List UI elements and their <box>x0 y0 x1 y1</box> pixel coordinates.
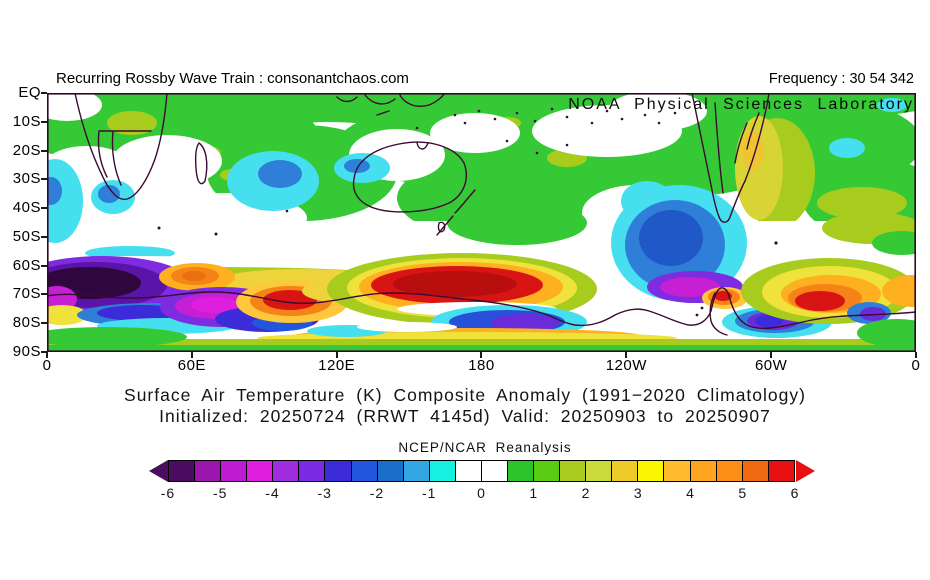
lon-tick-mark <box>770 352 773 358</box>
colorbar-cell <box>560 461 587 481</box>
colorbar-tick-label: 0 <box>477 485 486 501</box>
colorbar-tick-label: 6 <box>790 485 800 501</box>
lon-tick-mark <box>335 352 338 358</box>
colorbar-cell <box>169 461 196 481</box>
colorbar-cell <box>638 461 665 481</box>
lon-tick-label: 60W <box>754 357 788 374</box>
colorbar-cell <box>534 461 561 481</box>
lon-tick-mark <box>625 352 628 358</box>
colorbar-left-arrow <box>149 460 168 482</box>
lat-tick-mark <box>41 207 47 210</box>
lat-tick-mark <box>41 293 47 296</box>
lat-tick-label: 10S <box>12 112 41 130</box>
lon-tick-mark <box>190 352 193 358</box>
lon-tick-mark <box>914 352 917 358</box>
colorbar-cell <box>768 461 794 481</box>
colorbar-cell <box>299 461 326 481</box>
colorbar <box>168 460 795 482</box>
colorbar-cell <box>195 461 222 481</box>
colorbar-cell <box>325 461 352 481</box>
colorbar-tick-label: 1 <box>529 485 539 501</box>
colorbar-cell <box>455 461 482 481</box>
lat-tick-mark <box>41 178 47 181</box>
lon-tick-mark <box>46 352 48 358</box>
lon-tick-label: 0 <box>42 357 52 374</box>
lat-tick-label: 50S <box>12 227 41 245</box>
lat-tick-mark <box>41 235 47 238</box>
colorbar-right-arrow <box>796 460 815 482</box>
colorbar-tick-label: 3 <box>633 485 643 501</box>
colorbar-cell <box>690 461 717 481</box>
lat-tick-mark <box>41 322 47 325</box>
plot-title: Surface Air Temperature (K) Composite An… <box>124 385 806 405</box>
colorbar-tick-label: 4 <box>686 485 695 501</box>
colorbar-cell <box>429 461 456 481</box>
colorbar-cell <box>247 461 274 481</box>
colorbar-tick-label: -4 <box>265 485 280 501</box>
lat-tick-label: 70S <box>12 285 41 303</box>
frequency-text: Frequency : 30 54 342 <box>768 71 914 87</box>
lat-tick-mark <box>41 351 47 354</box>
lon-tick-mark <box>480 352 483 358</box>
colorbar-tick-label: -1 <box>422 485 437 501</box>
colorbar-cell <box>481 461 509 481</box>
lat-tick-label: 30S <box>12 170 41 188</box>
lat-tick-mark <box>41 92 47 94</box>
colorbar-tick-label: -3 <box>317 485 332 501</box>
colorbar-cell <box>351 461 378 481</box>
lon-tick-label: 180 <box>468 357 495 374</box>
lat-tick-label: 80S <box>12 314 41 332</box>
colorbar-tick-label: -2 <box>369 485 385 501</box>
map-svg <box>10 89 930 352</box>
colorbar-cell <box>377 461 404 481</box>
lat-tick-label: EQ <box>18 84 41 101</box>
noaa-credit: NOAA Physical Sciences Laboratory <box>568 96 914 113</box>
lat-tick-mark <box>41 149 47 152</box>
colorbar-cell <box>586 461 613 481</box>
colorbar-cell <box>664 461 691 481</box>
lat-tick-label: 40S <box>12 199 41 217</box>
colorbar-cell <box>612 461 639 481</box>
lat-tick-mark <box>41 264 47 267</box>
colorbar-cell <box>742 461 769 481</box>
watermark-text: Recurring Rossby Wave Train : consonantc… <box>56 70 409 87</box>
lat-tick-label: 90S <box>12 343 41 361</box>
lon-tick-label: 120W <box>605 357 647 374</box>
colorbar-tick-label: -5 <box>213 485 228 501</box>
colorbar-cell <box>273 461 300 481</box>
colorbar-cell <box>403 461 430 481</box>
colorbar-tick-label: 2 <box>581 485 591 501</box>
anomaly-map: NOAA Physical Sciences Laboratory <box>10 89 930 352</box>
colorbar-cell <box>508 461 535 481</box>
lat-tick-label: 20S <box>12 141 41 159</box>
colorbar-tick-labels: -6 -5 -4 -3 -2 -1 0 1 2 3 4 5 6 <box>161 485 799 501</box>
lat-tick-label: 60S <box>12 256 41 274</box>
colorbar-cell <box>716 461 743 481</box>
lon-tick-label: 0 <box>911 357 921 374</box>
colorbar-tick-label: -6 <box>160 485 176 501</box>
colorbar-tick-label: 5 <box>738 485 748 501</box>
colorbar-cell <box>221 461 248 481</box>
lat-tick-mark <box>41 120 47 123</box>
lon-tick-label: 120E <box>318 357 356 374</box>
plot-subtitle: Initialized: 20250724 (RRWT 4145d) Valid… <box>159 406 771 426</box>
lon-tick-label: 60E <box>177 357 206 374</box>
colorbar-label: NCEP/NCAR Reanalysis <box>398 440 572 455</box>
